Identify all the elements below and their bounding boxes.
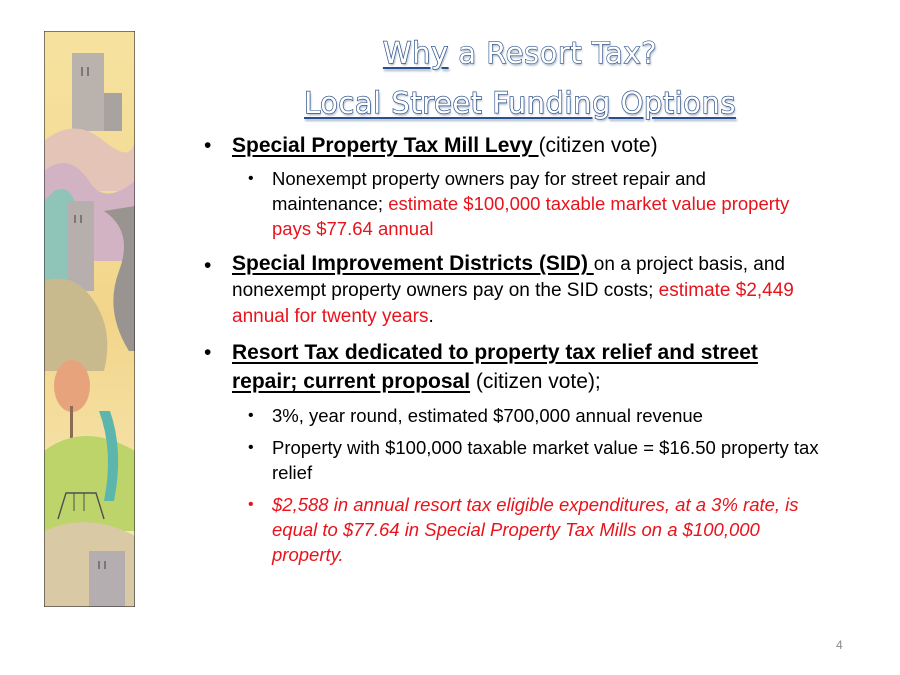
sub-bullet-estimate: estimate $100,000 taxable market value p…	[272, 193, 790, 239]
title-underlined-word: Why	[382, 35, 449, 70]
decorative-city-park-illustration	[44, 31, 135, 607]
bullet-estimate: estimate $2,449 annual for twenty years	[232, 280, 794, 327]
sub-bullet-text: 3%, year round, estimated $700,000 annua…	[272, 405, 703, 426]
bullet-icon: •	[204, 254, 212, 277]
sub-bullet-icon: •	[248, 496, 254, 513]
bullet-tail: (citizen vote);	[470, 370, 601, 393]
sub-bullet-icon: •	[248, 407, 254, 424]
bullet-icon: •	[204, 134, 212, 157]
bullet-tail: (citizen vote)	[538, 134, 658, 157]
sub-bullet-text: Property with $100,000 taxable market va…	[272, 437, 819, 483]
page-number: 4	[836, 638, 843, 652]
sub-bullet-text: Nonexempt property owners pay for street…	[272, 168, 706, 214]
bullet-tail: on a project basis, and nonexempt proper…	[232, 254, 785, 301]
title-line-2-text: Local Street Funding Options	[303, 85, 736, 120]
bullet-heading: Special Improvement Districts (SID)	[232, 252, 594, 275]
bullet-heading: Special Property Tax Mill Levy	[232, 134, 539, 157]
sub-bullet-text: $2,588 in annual resort tax eligible exp…	[272, 494, 799, 565]
sub-bullet-icon: •	[248, 170, 254, 187]
bullet-icon: •	[204, 341, 212, 364]
title-rest: a Resort Tax?	[448, 35, 658, 70]
sub-bullet-icon: •	[248, 439, 254, 456]
bullet-heading: Resort Tax dedicated to property tax rel…	[232, 341, 758, 393]
slide-title-line-1: Why a Resort Tax?	[140, 35, 900, 70]
slide-title-line-2: Local Street Funding Options	[140, 85, 900, 120]
bullet-end: .	[428, 306, 434, 327]
